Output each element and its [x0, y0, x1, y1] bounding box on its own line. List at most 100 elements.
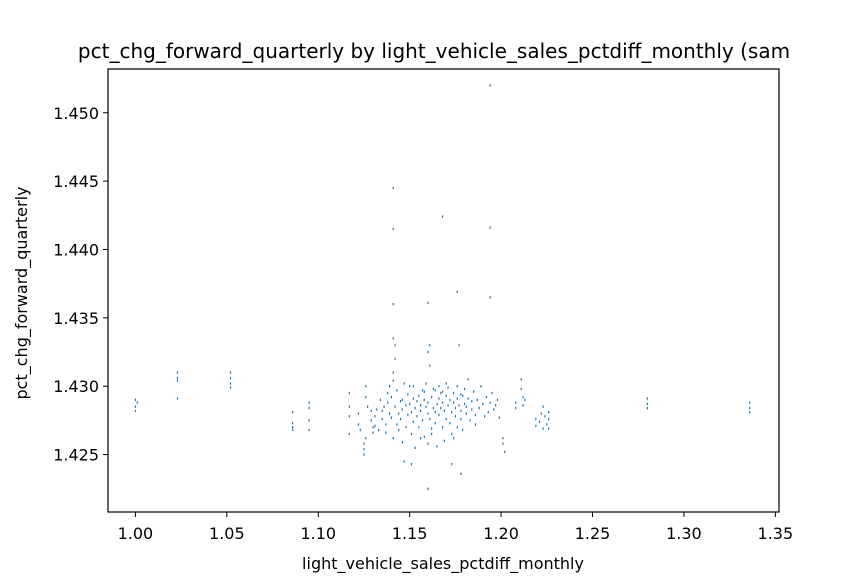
x-axis-ticks: 1.00 1.05 1.10 1.15 1.20 1.25 1.30 1.35 [118, 512, 793, 543]
data-point [134, 405, 137, 408]
data-point [388, 412, 391, 415]
data-point [434, 410, 436, 414]
data-point [390, 395, 392, 399]
data-point [504, 450, 506, 454]
data-point [365, 436, 367, 440]
x-tick-label: 1.15 [392, 524, 428, 543]
data-point [414, 446, 416, 449]
data-point [308, 401, 310, 404]
data-point [454, 406, 456, 410]
data-point [480, 385, 482, 388]
data-point [646, 406, 648, 410]
x-tick-label: 1.05 [209, 524, 245, 543]
data-point [443, 439, 446, 443]
data-point [502, 442, 504, 445]
data-point [359, 428, 361, 432]
data-point [465, 405, 467, 408]
x-tick-label: 1.00 [118, 524, 154, 543]
data-point [489, 401, 491, 404]
y-tick-label: 1.435 [53, 309, 99, 328]
data-point [460, 409, 462, 413]
data-point [535, 424, 537, 428]
data-point [460, 472, 462, 475]
data-point [522, 395, 524, 399]
data-point [416, 415, 418, 418]
data-point [134, 398, 137, 402]
y-tick-label: 1.440 [53, 240, 99, 259]
data-point [134, 409, 137, 413]
data-point [463, 402, 466, 406]
data-point [520, 378, 522, 381]
data-point [292, 428, 294, 432]
data-point [372, 431, 374, 434]
y-axis-ticks: 1.425 1.430 1.435 1.440 1.445 1.450 [53, 104, 108, 465]
data-point [396, 423, 398, 426]
data-point [458, 343, 460, 347]
data-point [379, 398, 382, 402]
y-axis-label: pct_chg_forward_quarterly [12, 187, 32, 400]
data-point [292, 421, 294, 425]
data-point [401, 398, 403, 402]
data-point [445, 394, 447, 397]
data-point [496, 398, 499, 402]
data-point [524, 398, 526, 402]
data-point [367, 405, 369, 408]
data-point [392, 302, 394, 306]
data-point [420, 409, 422, 413]
data-point [440, 391, 442, 395]
data-point [427, 487, 429, 490]
data-point [403, 382, 405, 385]
data-point [473, 390, 475, 393]
data-point [363, 453, 365, 456]
data-point [348, 415, 350, 418]
data-point [381, 417, 383, 421]
data-point [176, 371, 179, 374]
data-point [452, 436, 455, 440]
y-tick-label: 1.445 [53, 172, 99, 191]
data-point [535, 417, 537, 421]
data-point [176, 379, 179, 382]
data-point [403, 460, 405, 463]
data-point [458, 404, 460, 407]
data-point [412, 385, 414, 388]
data-point [474, 423, 477, 426]
data-point [474, 413, 477, 417]
data-point [394, 343, 396, 347]
x-axis-label: light_vehicle_sales_pctdiff_monthly [302, 554, 584, 574]
data-point [405, 426, 407, 429]
data-point [485, 395, 488, 399]
data-point [471, 408, 473, 411]
data-point [292, 426, 294, 429]
data-point [456, 397, 458, 400]
data-point [443, 409, 446, 413]
data-point [425, 382, 427, 385]
data-point [456, 290, 458, 294]
data-point [392, 379, 394, 382]
data-point [381, 409, 383, 413]
data-point [460, 417, 462, 421]
data-point [409, 402, 411, 406]
data-point [420, 404, 422, 407]
data-point [392, 227, 394, 231]
data-point [418, 394, 420, 397]
data-point [176, 376, 179, 380]
data-point [308, 406, 310, 410]
data-point [427, 412, 429, 415]
data-point [502, 436, 504, 440]
chart-title: pct_chg_forward_quarterly by light_vehic… [78, 39, 790, 63]
data-point [390, 416, 392, 419]
data-point [487, 410, 489, 414]
data-point [456, 426, 458, 429]
data-point [749, 410, 751, 414]
data-point [405, 404, 407, 407]
data-point [476, 398, 478, 402]
data-point [462, 394, 464, 397]
data-point [441, 401, 444, 404]
data-point [392, 337, 394, 340]
data-point [447, 404, 449, 407]
data-point [520, 387, 522, 391]
data-point [377, 428, 380, 432]
x-tick-label: 1.25 [575, 524, 611, 543]
data-point [421, 419, 424, 422]
